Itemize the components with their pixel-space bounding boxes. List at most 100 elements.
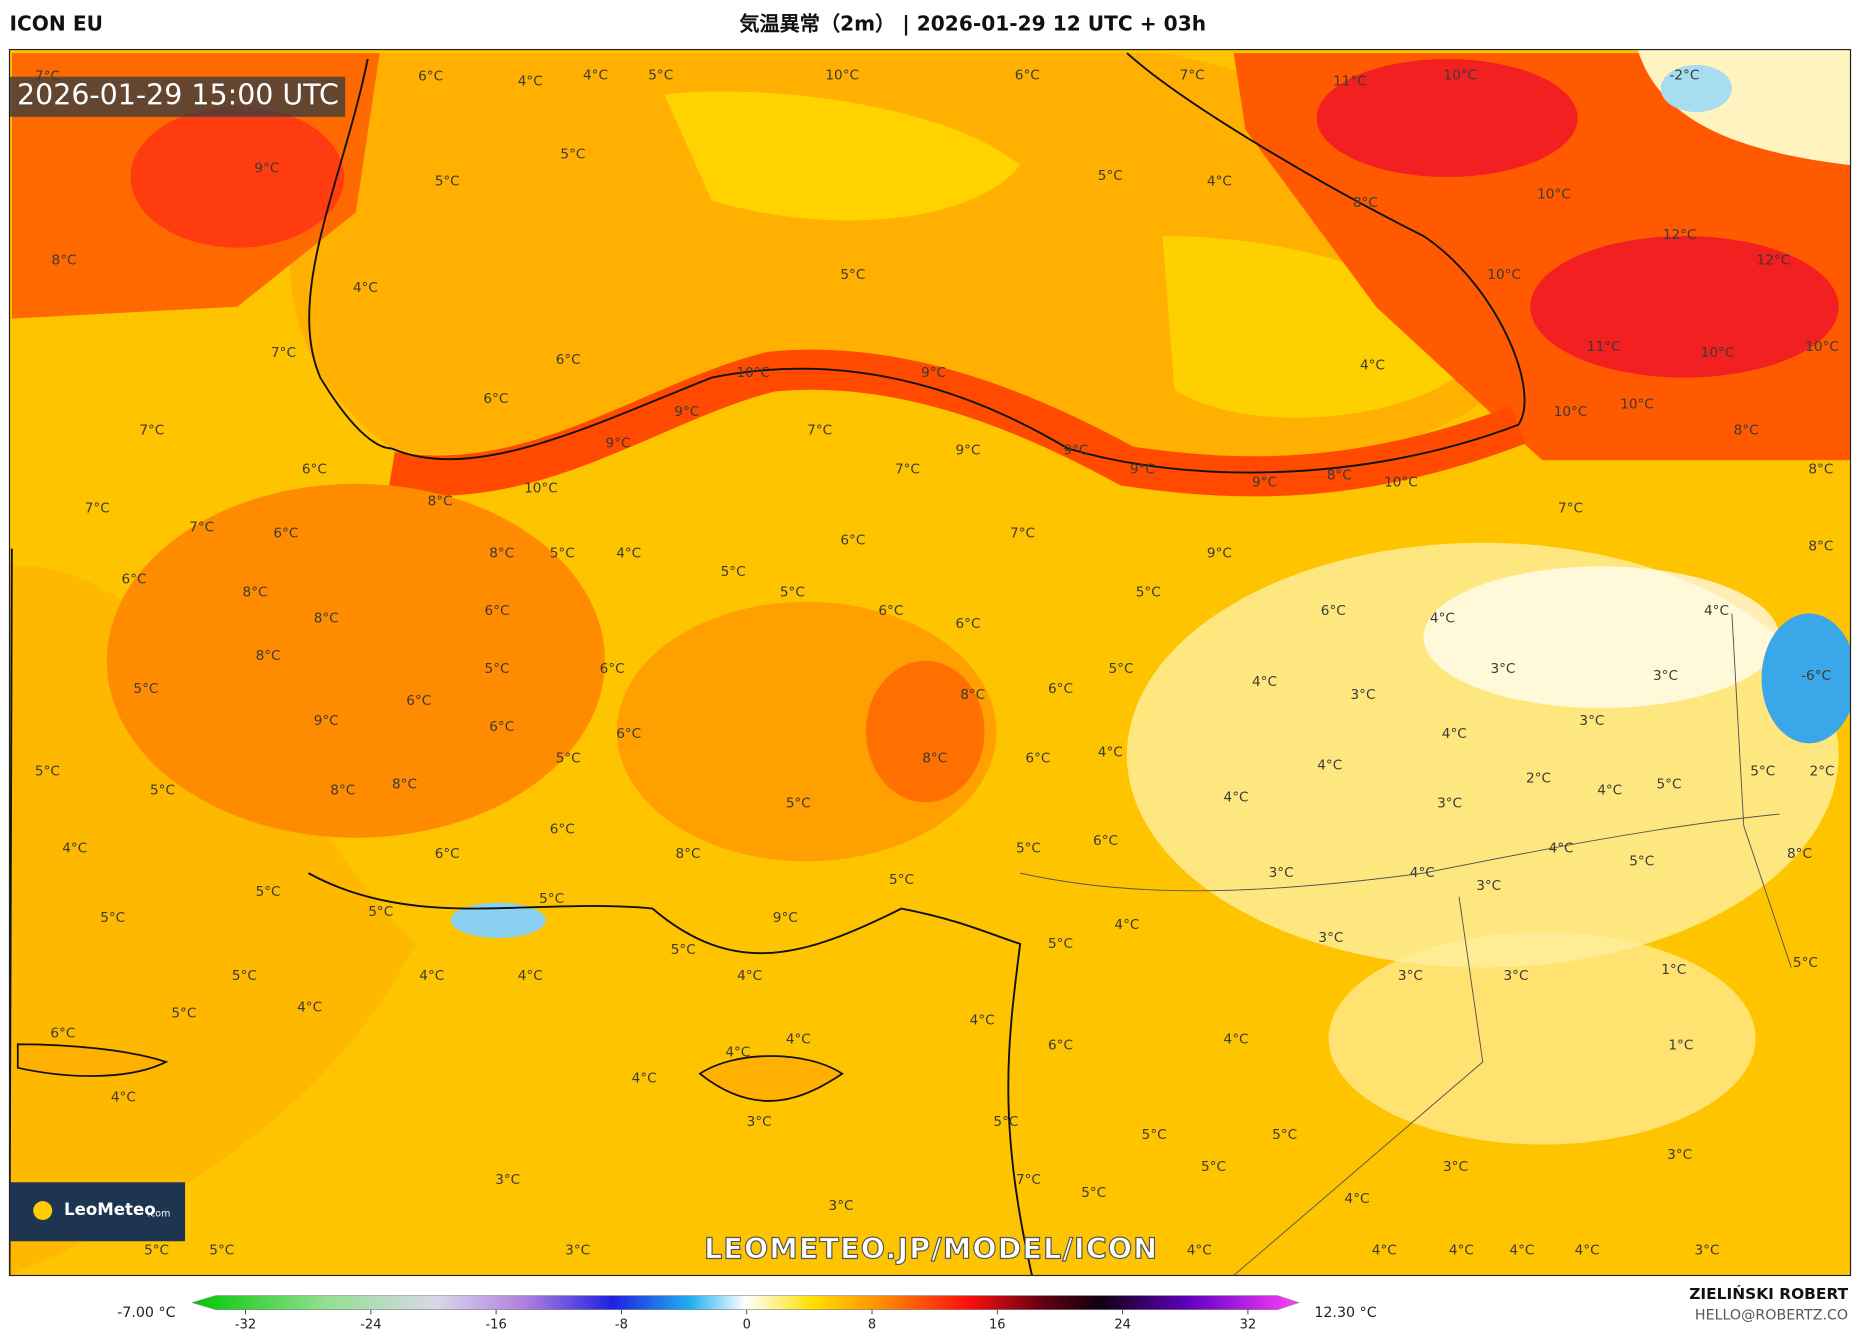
- temperature-label: 2°C: [1810, 764, 1835, 780]
- temperature-label: 4°C: [1509, 1243, 1534, 1259]
- temperature-label: 5°C: [256, 884, 281, 900]
- temperature-label: 6°C: [1048, 1037, 1073, 1053]
- temperature-label: 9°C: [254, 161, 279, 177]
- temperature-label: 11°C: [1587, 339, 1621, 355]
- temperature-label: 6°C: [1321, 603, 1346, 619]
- temperature-label: 4°C: [1597, 783, 1622, 799]
- temperature-label: -2°C: [1669, 68, 1699, 84]
- temperature-label: 6°C: [1093, 833, 1118, 849]
- temperature-label: 5°C: [1750, 764, 1775, 780]
- temperature-label: 4°C: [1098, 745, 1123, 761]
- temperature-label: 10°C: [524, 480, 558, 496]
- temperature-label: 4°C: [1187, 1243, 1212, 1259]
- temperature-label: 5°C: [368, 904, 393, 920]
- temperature-label: 2°C: [1526, 771, 1551, 787]
- temperature-label: 9°C: [773, 910, 798, 926]
- temperature-label: 5°C: [840, 267, 865, 283]
- temperature-label: 5°C: [1657, 777, 1682, 793]
- temperature-label: 5°C: [171, 1006, 196, 1022]
- temperature-label: 6°C: [50, 1026, 75, 1042]
- temperature-label: 8°C: [922, 751, 947, 767]
- temperature-label: 1°C: [1661, 962, 1686, 978]
- temperature-label: 8°C: [1734, 423, 1759, 439]
- temperature-label: 6°C: [406, 693, 431, 709]
- temperature-label: 7°C: [85, 501, 110, 517]
- temperature-label: 5°C: [209, 1243, 234, 1259]
- temperature-label: 6°C: [483, 391, 508, 407]
- temperature-label: 7°C: [1558, 501, 1583, 517]
- temperature-label: 8°C: [256, 648, 281, 664]
- temperature-label: 4°C: [786, 1032, 811, 1048]
- temperature-label: 9°C: [955, 443, 980, 459]
- temperature-label: 4°C: [737, 968, 762, 984]
- temperature-label: 5°C: [133, 681, 158, 697]
- temperature-label: 6°C: [435, 846, 460, 862]
- temperature-label: 4°C: [1704, 603, 1729, 619]
- temperature-label: 3°C: [1437, 796, 1462, 812]
- temperature-label: 4°C: [1224, 1032, 1249, 1048]
- temperature-label: 4°C: [1114, 917, 1139, 933]
- colorbar-tick-label: 16: [989, 1318, 1006, 1333]
- temperature-label: 5°C: [150, 783, 175, 799]
- temperature-label: 6°C: [955, 616, 980, 632]
- watermark: LEOMETEO.JP/MODEL/ICON: [704, 1233, 1158, 1266]
- temperature-label: 5°C: [1016, 840, 1041, 856]
- colorbar-max: 12.30 °C: [1314, 1305, 1376, 1321]
- temperature-label: 8°C: [1353, 195, 1378, 211]
- temperature-label: 8°C: [1808, 462, 1833, 478]
- temperature-label: 4°C: [1345, 1191, 1370, 1207]
- temperature-label: 6°C: [1025, 751, 1050, 767]
- temperature-label: 10°C: [1620, 397, 1654, 413]
- temperature-label: 4°C: [297, 1000, 322, 1016]
- temperature-label: 5°C: [560, 147, 585, 163]
- temperature-label: 8°C: [1787, 846, 1812, 862]
- temperature-label: 7°C: [1016, 1172, 1041, 1188]
- temperature-label: 8°C: [960, 687, 985, 703]
- temperature-label: 4°C: [1449, 1243, 1474, 1259]
- map-labels: 7°C 6°C 4°C 4°C 5°C 10°C 6°C 7°C 11°C 10°C -2°C 9°C…: [35, 68, 1839, 1259]
- temperature-label: 7°C: [271, 345, 296, 361]
- temperature-label: 8°C: [1808, 538, 1833, 554]
- temperature-label: 4°C: [1575, 1243, 1600, 1259]
- temperature-label: 5°C: [1048, 936, 1073, 952]
- temperature-label: 10°C: [1554, 404, 1588, 420]
- temperature-label: 10°C: [1443, 68, 1477, 84]
- chart-title: 気温異常（2m） | 2026-01-29 12 UTC + 03h: [739, 11, 1206, 35]
- temperature-label: 6°C: [840, 532, 865, 548]
- temperature-label: 5°C: [721, 564, 746, 580]
- temperature-label: 4°C: [353, 280, 378, 296]
- temperature-label: 8°C: [392, 777, 417, 793]
- map: 2026-01-29 15:00 UTC 7°C 6°C 4°C 4°C 5°C 10°C…: [9, 49, 1851, 1276]
- temperature-label: 4°C: [1372, 1243, 1397, 1259]
- temperature-label: 4°C: [1549, 840, 1574, 856]
- temperature-label: 6°C: [616, 726, 641, 742]
- temperature-label: 5°C: [889, 872, 914, 888]
- model-name: ICON EU: [9, 11, 102, 35]
- valid-time: 2026-01-29 15:00 UTC: [17, 79, 339, 112]
- temperature-label: 5°C: [485, 661, 510, 677]
- temperature-label: 10°C: [1537, 187, 1571, 203]
- temperature-label: 6°C: [1048, 681, 1073, 697]
- temperature-label: 8°C: [52, 253, 77, 269]
- temperature-label: 9°C: [674, 404, 699, 420]
- temperature-label: 4°C: [1317, 758, 1342, 774]
- colorbar-tick-label: -32: [235, 1318, 256, 1333]
- temperature-label: 10°C: [1701, 345, 1735, 361]
- temperature-label: 9°C: [1207, 545, 1232, 561]
- temperature-label: 4°C: [518, 968, 543, 984]
- temperature-label: 3°C: [1653, 668, 1678, 684]
- temperature-label: 3°C: [1350, 687, 1375, 703]
- temperature-label: 5°C: [100, 910, 125, 926]
- temperature-label: 4°C: [1224, 790, 1249, 806]
- temperature-label: 12°C: [1757, 253, 1791, 269]
- temperature-label: 4°C: [419, 968, 444, 984]
- colorbar-tick-label: 8: [868, 1318, 876, 1333]
- temperature-label: 3°C: [1318, 930, 1343, 946]
- temperature-label: 4°C: [1207, 174, 1232, 190]
- temperature-label: 3°C: [1694, 1243, 1719, 1259]
- temperature-label: 4°C: [111, 1089, 136, 1105]
- temperature-label: 5°C: [550, 545, 575, 561]
- temperature-label: 4°C: [62, 840, 87, 856]
- temperature-label: 1°C: [1668, 1037, 1693, 1053]
- temperature-label: 9°C: [1252, 475, 1277, 491]
